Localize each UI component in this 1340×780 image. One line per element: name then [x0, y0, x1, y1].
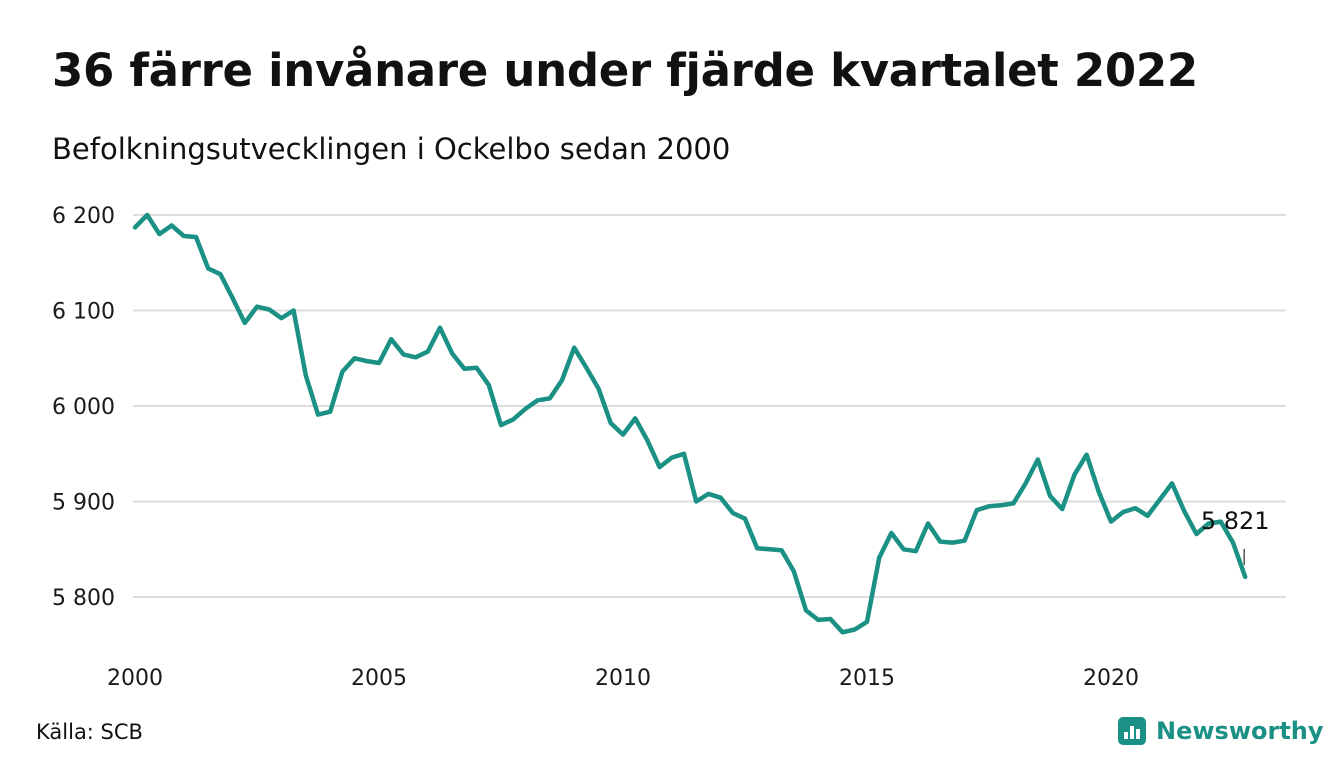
series-layer: [132, 212, 1248, 635]
annotations: 5 821: [1201, 507, 1270, 565]
last-value-label: 5 821: [1201, 507, 1270, 535]
x-tick-label: 2000: [107, 666, 163, 691]
x-tick-label: 2015: [839, 666, 895, 691]
x-tick-label: 2020: [1083, 666, 1139, 691]
gridlines: [133, 214, 1286, 598]
x-tick-label: 2005: [351, 666, 407, 691]
brand-name: Newsworthy: [1156, 717, 1324, 745]
x-axis-tick-labels: 2000 2005 2010 2015 2020: [107, 666, 1139, 691]
x-tick-label: 2010: [595, 666, 651, 691]
y-tick-label: 6 200: [52, 204, 115, 229]
chart-title: 36 färre invånare under fjärde kvartalet…: [52, 44, 1198, 97]
source-note: Källa: SCB: [36, 720, 143, 744]
newsworthy-logo-icon: [1118, 717, 1146, 745]
brand-logo-lockup: Newsworthy: [1118, 712, 1324, 750]
y-tick-label: 6 000: [52, 395, 115, 420]
y-tick-label: 5 800: [52, 586, 115, 611]
y-tick-label: 6 100: [52, 300, 115, 325]
population-line: [132, 212, 1248, 635]
y-axis-tick-labels: 6 200 6 100 6 000 5 900 5 800: [52, 204, 115, 611]
y-tick-label: 5 900: [52, 491, 115, 516]
chart-subtitle: Befolkningsutvecklingen i Ockelbo sedan …: [52, 132, 731, 166]
